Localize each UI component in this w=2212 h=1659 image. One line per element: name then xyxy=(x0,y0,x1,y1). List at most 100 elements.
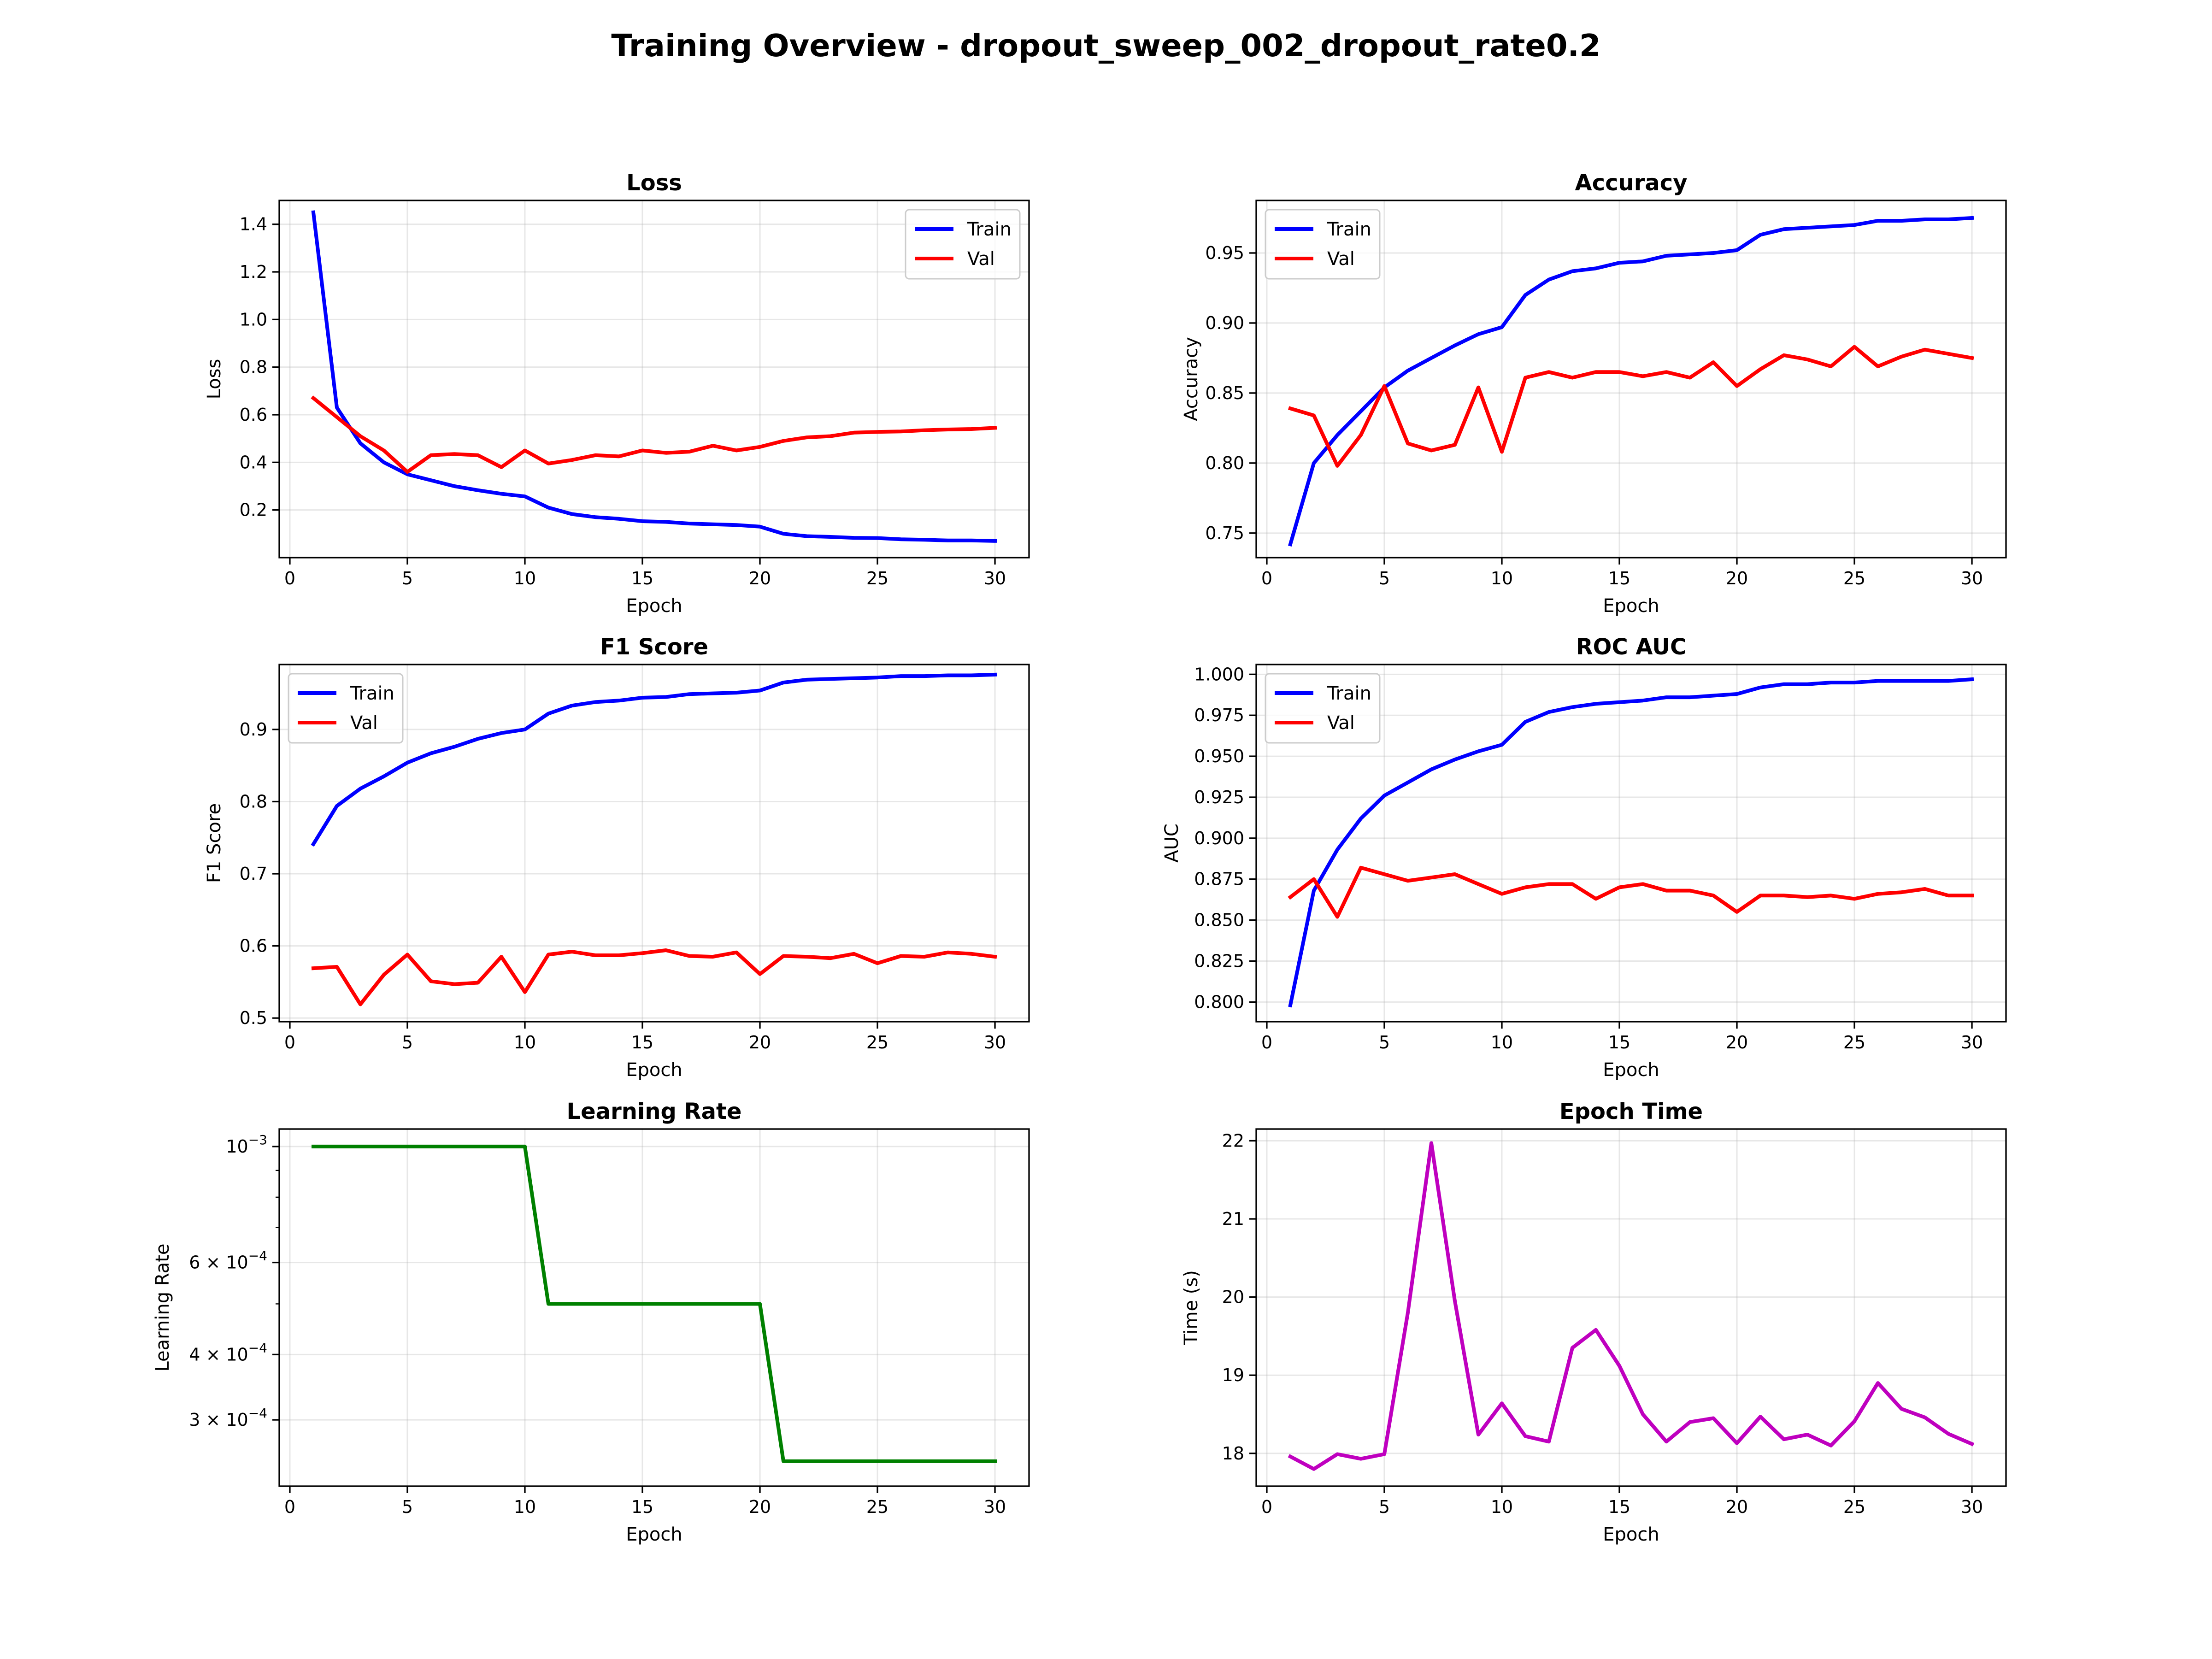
roc_auc-y-tick-label: 0.800 xyxy=(1194,992,1244,1012)
f1-x-tick-label: 10 xyxy=(514,1032,536,1053)
f1-x-tick-label: 25 xyxy=(866,1032,888,1053)
epoch_time-title: Epoch Time xyxy=(1559,1099,1703,1124)
epoch_time-series-line xyxy=(1288,1141,1975,1471)
learning_rate-y-tick-label: 10−3 xyxy=(226,1132,267,1157)
f1-x-tick-label: 0 xyxy=(284,1032,295,1053)
learning_rate-title: Learning Rate xyxy=(567,1099,742,1124)
learning_rate-y-tick-label: 3 × 10−4 xyxy=(189,1406,267,1430)
roc_auc-panel: 0 5 10 15 20 25 30 0.800 0.825 0.850 0.875 0.900 0.9… xyxy=(1161,634,2007,1081)
accuracy-x-tick-label: 30 xyxy=(1961,568,1983,588)
roc_auc-legend: Train Val xyxy=(1265,673,1381,744)
learning_rate-axes-background xyxy=(279,1129,1029,1486)
roc_auc-x-tick-label: 0 xyxy=(1261,1032,1272,1053)
epoch_time-xlabel: Epoch xyxy=(1603,1524,1659,1545)
loss-val-line xyxy=(311,395,997,474)
roc_auc-y-tick-label: 0.850 xyxy=(1194,910,1244,930)
loss-legend-label-val: Val xyxy=(967,248,995,270)
loss-title: Loss xyxy=(626,170,682,196)
accuracy-axes-frame xyxy=(1255,200,2007,559)
loss-x-tick-label: 30 xyxy=(984,568,1006,588)
learning_rate-x-tick-label: 15 xyxy=(631,1497,653,1517)
roc_auc-legend-label-val: Val xyxy=(1327,712,1355,734)
loss-x-tick-label: 15 xyxy=(631,568,653,588)
roc_auc-y-tick-label: 0.925 xyxy=(1194,787,1244,807)
roc_auc-title: ROC AUC xyxy=(1576,634,1687,660)
epoch_time-y-tick-label: 20 xyxy=(1222,1287,1244,1307)
learning_rate-ylabel: Learning Rate xyxy=(152,1243,173,1371)
loss-xlabel: Epoch xyxy=(626,595,682,617)
f1-y-tick-label: 0.9 xyxy=(240,719,267,740)
accuracy-legend-label-val: Val xyxy=(1327,248,1355,270)
loss-x-tick-label: 5 xyxy=(402,568,413,588)
accuracy-y-tick-label: 0.85 xyxy=(1205,383,1244,403)
accuracy-legend: Train Val xyxy=(1265,209,1381,280)
accuracy-x-tick-label: 0 xyxy=(1261,568,1272,588)
accuracy-y-tick-label: 0.95 xyxy=(1205,243,1244,263)
accuracy-x-tick-label: 10 xyxy=(1491,568,1513,588)
accuracy-train-line xyxy=(1288,216,1974,547)
epoch_time-x-tick-label: 20 xyxy=(1726,1497,1748,1517)
roc_auc-train-line xyxy=(1288,677,1974,1008)
epoch_time-y-tick-label: 22 xyxy=(1222,1130,1244,1151)
loss-y-tick-label: 0.2 xyxy=(240,500,267,520)
roc_auc-y-tick-label: 0.825 xyxy=(1194,951,1244,971)
accuracy-ylabel: Accuracy xyxy=(1181,337,1202,421)
epoch_time-x-tick-label: 25 xyxy=(1843,1497,1865,1517)
roc_auc-y-tick-label: 1.000 xyxy=(1194,664,1244,684)
loss-y-tick-label: 0.6 xyxy=(240,405,267,425)
f1-legend-label-val: Val xyxy=(350,712,378,734)
f1-x-tick-label: 5 xyxy=(402,1032,413,1053)
roc_auc-ylabel: AUC xyxy=(1161,824,1182,863)
roc_auc-y-tick-label: 0.900 xyxy=(1194,828,1244,848)
f1-y-tick-label: 0.5 xyxy=(240,1008,267,1028)
roc_auc-axes-frame xyxy=(1255,664,2007,1023)
f1-title: F1 Score xyxy=(600,634,708,660)
epoch_time-x-tick-label: 0 xyxy=(1261,1497,1272,1517)
accuracy-x-tick-label: 15 xyxy=(1608,568,1630,588)
f1-x-tick-label: 15 xyxy=(631,1032,653,1053)
accuracy-xlabel: Epoch xyxy=(1603,595,1659,617)
roc_auc-y-tick-label: 0.975 xyxy=(1194,705,1244,725)
roc_auc-y-tick-label: 0.875 xyxy=(1194,869,1244,889)
learning_rate-series-line xyxy=(312,1144,997,1463)
loss-train-line xyxy=(311,210,997,543)
accuracy-legend-label-train: Train xyxy=(1327,219,1371,240)
loss-legend: Train Val xyxy=(905,209,1021,280)
roc_auc-xlabel: Epoch xyxy=(1603,1059,1659,1081)
f1-panel: 0 5 10 15 20 25 30 0.5 0.6 0.7 0.8 0.9 F1 Score Epoch… xyxy=(204,634,1030,1081)
f1-y-tick-label: 0.7 xyxy=(240,864,267,884)
loss-y-tick-label: 1.4 xyxy=(240,214,267,235)
f1-xlabel: Epoch xyxy=(626,1059,682,1081)
loss-axes-frame xyxy=(278,200,1030,559)
learning_rate-y-tick-label: 4 × 10−4 xyxy=(189,1340,267,1365)
loss-x-tick-label: 20 xyxy=(749,568,771,588)
loss-legend-label-train: Train xyxy=(967,219,1012,240)
roc_auc-x-tick-label: 30 xyxy=(1961,1032,1983,1053)
accuracy-y-tick-label: 0.90 xyxy=(1205,313,1244,333)
f1-y-tick-label: 0.6 xyxy=(240,936,267,956)
learning_rate-xlabel: Epoch xyxy=(626,1524,682,1545)
learning_rate-x-tick-label: 30 xyxy=(984,1497,1006,1517)
f1-x-tick-label: 20 xyxy=(749,1032,771,1053)
roc_auc-y-tick-label: 0.950 xyxy=(1194,746,1244,766)
learning_rate-x-tick-label: 20 xyxy=(749,1497,771,1517)
loss-x-tick-label: 10 xyxy=(514,568,536,588)
f1-val-line xyxy=(311,948,997,1006)
loss-y-tick-label: 0.8 xyxy=(240,357,267,377)
accuracy-y-tick-label: 0.75 xyxy=(1205,523,1244,543)
f1-legend: Train Val xyxy=(288,673,404,744)
f1-legend-label-train: Train xyxy=(350,683,394,704)
learning_rate-axes-frame xyxy=(278,1128,1030,1487)
learning_rate-x-tick-label: 25 xyxy=(866,1497,888,1517)
roc_auc-val-line xyxy=(1288,865,1974,919)
roc_auc-x-tick-label: 5 xyxy=(1379,1032,1390,1053)
accuracy-panel: 0 5 10 15 20 25 30 0.75 0.80 0.85 0.90 0.95 Accuracy… xyxy=(1181,170,2007,617)
loss-ylabel: Loss xyxy=(204,359,225,400)
figure-title: Training Overview - dropout_sweep_002_dr… xyxy=(611,28,1600,64)
loss-legend-box xyxy=(905,209,1021,280)
accuracy-title: Accuracy xyxy=(1575,170,1687,196)
accuracy-y-tick-label: 0.80 xyxy=(1205,453,1244,473)
roc_auc-x-tick-label: 25 xyxy=(1843,1032,1865,1053)
loss-y-tick-label: 0.4 xyxy=(240,452,267,472)
